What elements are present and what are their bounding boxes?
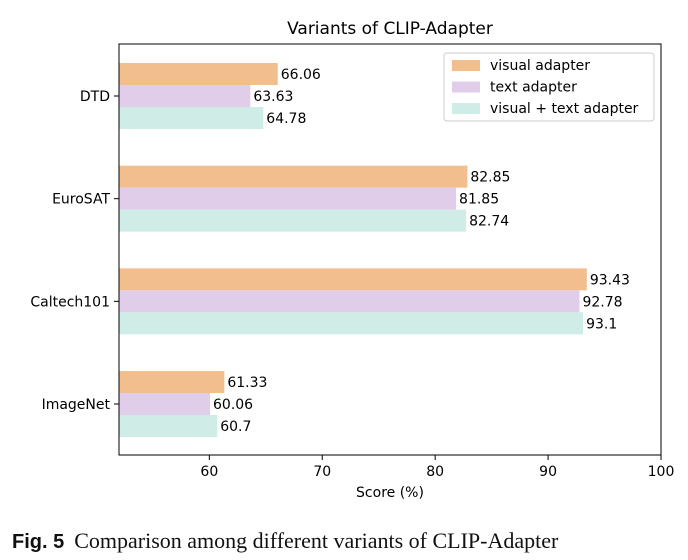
bar — [119, 290, 580, 313]
y-tick-label: DTD — [80, 89, 110, 105]
figure-label: Fig. 5 — [12, 531, 65, 553]
y-tick-label: EuroSAT — [52, 192, 110, 208]
data-label: 66.06 — [281, 67, 321, 83]
legend-swatch — [452, 60, 480, 71]
x-tick-label: 100 — [648, 464, 675, 480]
x-axis-label: Score (%) — [356, 485, 424, 501]
figure-caption: Fig. 5 Comparison among different variant… — [12, 528, 558, 554]
legend-frame — [443, 52, 655, 122]
axes-layer: 60 70 80 90 100 DTD EuroSAT Caltech101 ImageNet — [30, 43, 675, 480]
x-tick-label: 70 — [313, 464, 331, 480]
figure-caption-text: Comparison among different variants of C… — [74, 528, 559, 553]
bar — [119, 393, 211, 416]
bar — [119, 312, 584, 335]
x-tick-label: 80 — [426, 464, 444, 480]
plot-frame — [118, 43, 662, 456]
bar — [119, 107, 264, 129]
data-label: 63.63 — [253, 89, 293, 105]
data-label: 60.06 — [213, 397, 253, 413]
bar — [119, 371, 225, 394]
legend-label: text adapter — [490, 80, 577, 96]
data-label: 93.43 — [590, 272, 630, 288]
data-label: 81.85 — [459, 192, 499, 208]
y-tick-label: Caltech101 — [30, 294, 110, 310]
bar — [119, 209, 467, 232]
bar — [119, 165, 468, 188]
data-label: 60.7 — [220, 419, 251, 435]
data-label: 64.78 — [266, 111, 306, 127]
chart-title: Variants of CLIP-Adapter — [287, 19, 493, 39]
legend-swatch — [452, 81, 480, 93]
data-label: 82.85 — [470, 170, 510, 186]
legend-label: visual adapter — [490, 58, 590, 74]
data-label: 92.78 — [582, 294, 622, 310]
bar — [119, 187, 457, 210]
y-tick-label: ImageNet — [42, 397, 111, 413]
data-label: 93.1 — [586, 316, 617, 332]
x-tick-label: 90 — [539, 464, 557, 480]
legend-swatch — [452, 103, 480, 114]
bar-chart: Variants of CLIP-Adapter 66.06 63.63 64.78… — [30, 19, 675, 501]
bar — [119, 63, 278, 85]
x-tick-label: 60 — [200, 464, 218, 480]
data-label: 61.33 — [227, 375, 267, 391]
legend-label: visual + text adapter — [490, 101, 639, 117]
bars-layer: 66.06 63.63 64.78 82.85 81.85 82.74 93.43 92.78… — [119, 63, 630, 438]
bar — [119, 85, 251, 107]
bar — [119, 268, 587, 291]
data-label: 82.74 — [469, 214, 509, 230]
bar — [119, 415, 218, 438]
legend: visual adapter text adapter visual + text … — [443, 52, 655, 122]
